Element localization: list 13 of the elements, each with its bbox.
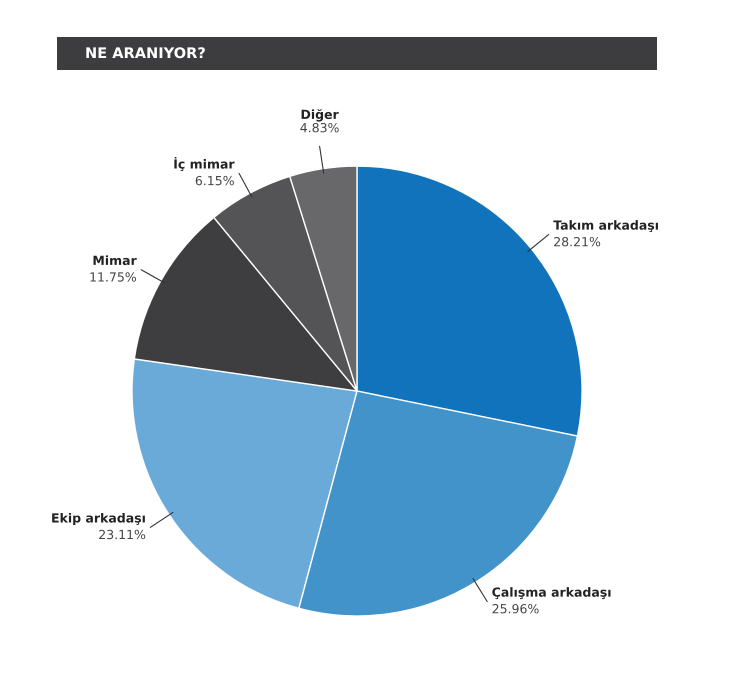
data-label: 11.75% [90, 272, 136, 282]
data-label: 4.83% [300, 122, 339, 132]
slice-label: Mimar [94, 255, 137, 266]
slice-label: Çalışma arkadaşı [492, 587, 611, 600]
slice-label: Ekip arkadaşı [52, 512, 145, 526]
data-label: 6.15% [196, 176, 234, 186]
data-label: 23.11% [99, 530, 146, 540]
data-label: 25.96% [492, 604, 539, 614]
slice-label: Takım arkadaşı [553, 220, 658, 232]
data-label: 28.21% [554, 236, 600, 246]
chart-title: NE ARANIYOR? [86, 47, 205, 58]
slice-label: Diğer [302, 109, 339, 122]
slice-label: İç mimar [174, 156, 235, 171]
